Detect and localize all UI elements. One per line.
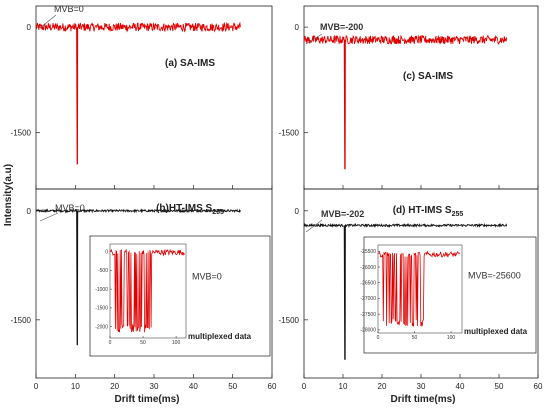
panel-c: 0 -1500 MVB=-200 (c) SA-IMS: [279, 5, 539, 190]
panel-d-label: (d) HT-IMS S255: [393, 205, 464, 218]
panel-d-series: [303, 222, 508, 360]
panel-b-xtick-label: 40: [189, 382, 198, 391]
panel-b-xtick-label: 10: [71, 382, 80, 391]
panel-b-xtick-label: 20: [110, 382, 119, 391]
panel-b-inset-plot-frame: [109, 243, 187, 339]
panel-a: 0 -1500 MVB=0 (a) SA-IMS: [11, 4, 273, 190]
panel-b-inset-ytick-label: 0: [105, 249, 108, 255]
panel-c-series: [303, 34, 508, 170]
panel-b-series: [35, 208, 241, 346]
panel-b-xtick-label: 0: [34, 382, 39, 391]
panel-b-xtick-label: 50: [228, 382, 237, 391]
panel-a-label: (a) SA-IMS: [165, 58, 215, 69]
panel-c-annotation: MVB=-200: [320, 22, 363, 32]
panel-d-inset-ytick-label: -25500: [360, 249, 376, 255]
panel-d-ytick-label: 0: [295, 207, 300, 216]
panel-b-inset-ytick-label: -1000: [95, 287, 108, 293]
x-axis-title-left: Drift time(ms): [114, 394, 179, 405]
panel-b-inset-series: [110, 248, 185, 333]
panel-a-frame: [35, 5, 273, 190]
panel-b-inset-xtick-label: 0: [109, 340, 112, 346]
panel-b-inset-ytick-label: -2000: [95, 325, 108, 331]
panel-d-inset-xtick-label: 50: [412, 335, 418, 341]
panel-d-inset-series: [378, 250, 461, 327]
panel-b-annotation-leader: [39, 212, 59, 222]
panel-b-ytick-label: 0: [27, 207, 32, 216]
panel-d-xtick-label: 60: [534, 382, 543, 391]
panel-d-xtick-label: 10: [339, 382, 348, 391]
panel-d-inset-ytick-label: -28000: [360, 328, 376, 334]
panel-d-ytick-label: -1500: [279, 316, 300, 325]
panel-d-xtick-label: 50: [495, 382, 504, 391]
panel-d-inset-ytick-label: -27500: [360, 312, 376, 318]
panel-b-inset-xtick-label: 50: [140, 340, 146, 346]
panel-d-inset-label: multiplexed data: [464, 327, 528, 336]
panel-d-inset-ytick-label: -26000: [360, 265, 376, 271]
panel-d-xtick-label: 30: [417, 382, 426, 391]
panel-d-inset-plot-frame: [377, 244, 463, 334]
panel-d-label-subscript: 255: [452, 211, 464, 218]
panel-d-xtick-label: 0: [302, 382, 307, 391]
panel-b-inset-annotation: MVB=0: [192, 272, 222, 282]
panel-d-inset-annotation: MVB=-25600: [468, 270, 521, 280]
panel-a-annotation: MVB=0: [54, 4, 84, 14]
panel-b-ytick-label: -1500: [11, 316, 32, 325]
panel-b-inset-ytick-label: -1500: [95, 306, 108, 312]
panel-b-label-subscript: 255: [212, 209, 224, 216]
panel-d-xtick-label: 20: [378, 382, 387, 391]
panel-a-ytick-label: -1500: [11, 129, 32, 138]
panel-a-annotation-leader: [39, 14, 57, 29]
panel-b-xtick-label: 30: [150, 382, 159, 391]
panel-d-annotation-leader: [305, 219, 323, 233]
x-axis-title-right: Drift time(ms): [390, 394, 455, 405]
panel-b-annotation: MVB=0: [55, 203, 85, 213]
panel-c-ytick-label: 0: [295, 23, 300, 32]
y-axis-title: Intensity(a.u): [3, 164, 14, 226]
panel-b: 0 -1500 0 10 20 30 40 50 60 MVB=0 (b)HT-IMS S255 0 -…: [11, 188, 277, 391]
panel-d-xtick-label: 40: [456, 382, 465, 391]
panel-b-inset-ytick-label: -500: [98, 268, 108, 274]
panel-c-annotation-leader: [305, 33, 323, 45]
panel-b-label: (b)HT-IMS S255: [156, 203, 224, 216]
panel-b-inset-xtick-label: 100: [172, 340, 181, 346]
panel-d: 0 -1500 0 10 20 30 40 50 60 MVB=-202 (d) HT-IMS S2…: [279, 188, 543, 391]
panel-c-ytick-label: -1500: [279, 129, 300, 138]
panel-a-series: [35, 21, 241, 165]
panel-b-inset: 0 -500 -1000 -1500 -2000 0 50 100 MVB=0 multiplex…: [89, 235, 271, 357]
panel-b-inset-label: multiplexed data: [188, 332, 252, 341]
panel-c-label: (c) SA-IMS: [403, 71, 453, 82]
panel-a-ytick-label: 0: [27, 23, 32, 32]
panel-d-inset-ytick-label: -26500: [360, 281, 376, 287]
panel-d-inset-ytick-label: -27000: [360, 296, 376, 302]
panel-d-inset-xtick-label: 100: [447, 335, 456, 341]
panel-c-frame: [303, 5, 539, 190]
panel-b-xtick-label: 60: [268, 382, 277, 391]
panel-d-annotation: MVB=-202: [321, 209, 364, 219]
panel-d-inset-xtick-label: 0: [377, 335, 380, 341]
